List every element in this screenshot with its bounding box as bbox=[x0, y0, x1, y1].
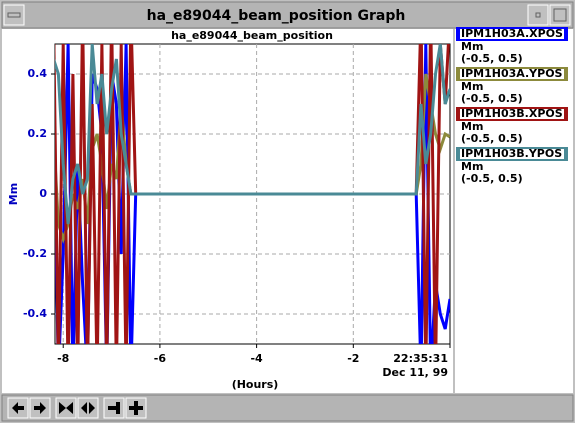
legend-units: Mm bbox=[461, 160, 483, 173]
chart-title: ha_e89044_beam_position bbox=[171, 29, 333, 42]
icon bbox=[108, 402, 120, 414]
icon bbox=[535, 12, 541, 18]
icon bbox=[81, 402, 95, 414]
window-title: ha_e89044_beam_position Graph bbox=[147, 8, 406, 24]
legend-name: IPM1H03B.XPOS bbox=[461, 107, 563, 120]
icon bbox=[553, 8, 567, 22]
y-axis-label: Mm bbox=[7, 183, 20, 205]
legend-units: Mm bbox=[461, 40, 483, 53]
icon bbox=[12, 402, 24, 414]
legend-units: Mm bbox=[461, 80, 483, 93]
y-tick-label: 0.4 bbox=[28, 67, 48, 80]
legend-range: (-0.5, 0.5) bbox=[461, 92, 523, 105]
icon bbox=[7, 12, 21, 18]
title-bar bbox=[1, 1, 574, 29]
x-tick-label: -4 bbox=[250, 352, 263, 365]
legend-range: (-0.5, 0.5) bbox=[461, 172, 523, 185]
x-end-date: Dec 11, 99 bbox=[382, 366, 448, 379]
icon bbox=[59, 402, 73, 414]
legend-name: IPM1H03A.YPOS bbox=[461, 67, 563, 80]
legend-name: IPM1H03B.YPOS bbox=[461, 147, 562, 160]
legend-name-box bbox=[460, 109, 564, 119]
legend-name-box bbox=[460, 149, 564, 159]
y-tick-label: -0.4 bbox=[23, 307, 47, 320]
icon bbox=[129, 401, 143, 415]
x-tick-label: -8 bbox=[57, 352, 69, 365]
icon bbox=[34, 402, 46, 414]
legend-panel bbox=[455, 29, 573, 393]
legend-name: IPM1H03A.XPOS bbox=[461, 27, 563, 40]
legend-range: (-0.5, 0.5) bbox=[461, 52, 523, 65]
legend-name-box bbox=[460, 69, 564, 79]
legend-name-box bbox=[460, 29, 564, 39]
y-tick-label: 0 bbox=[39, 187, 47, 200]
legend-range: (-0.5, 0.5) bbox=[461, 132, 523, 145]
x-tick-label: -2 bbox=[347, 352, 359, 365]
series-line bbox=[55, 44, 450, 344]
plot-lines bbox=[55, 44, 450, 344]
zoom-out-button[interactable] bbox=[77, 397, 99, 419]
y-tick-label: 0.2 bbox=[28, 127, 48, 140]
legend-units: Mm bbox=[461, 120, 483, 133]
x-tick-label: 22:35:31 bbox=[393, 352, 448, 365]
x-axis-label: (Hours) bbox=[232, 378, 279, 391]
x-tick-label: -6 bbox=[154, 352, 167, 365]
series-line bbox=[55, 44, 450, 225]
y-tick-label: -0.2 bbox=[23, 247, 47, 260]
